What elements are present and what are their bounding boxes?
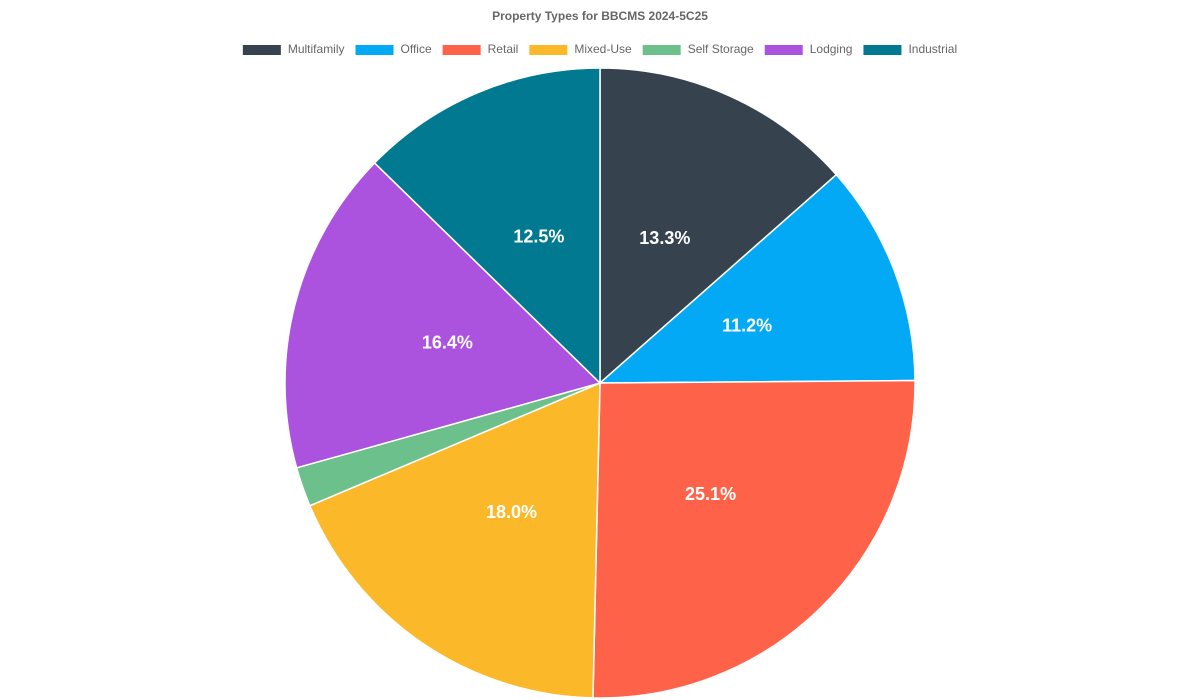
legend-item: Industrial xyxy=(863,42,957,56)
legend-item: Multifamily xyxy=(242,42,345,56)
legend-swatch xyxy=(863,45,902,55)
pie-slice xyxy=(284,161,602,469)
chart-title: Property Types for BBCMS 2024-5C25 xyxy=(492,9,708,23)
legend-item: Self Storage xyxy=(642,42,754,56)
legend-label: Industrial xyxy=(908,42,957,56)
legend-swatch xyxy=(242,45,281,55)
legend-label: Self Storage xyxy=(688,42,754,56)
legend-item: Mixed-Use xyxy=(529,42,632,56)
data-labels: 13.3% 11.2% 25.1% 18.0% 16.4% 12.5% xyxy=(422,227,772,522)
legend-swatch xyxy=(355,45,394,55)
legend-label: Office xyxy=(401,42,432,56)
legend-swatch xyxy=(764,45,803,55)
data-label: 18.0% xyxy=(486,502,537,522)
pie-slice xyxy=(373,67,601,385)
pie xyxy=(284,67,916,699)
legend-label: Multifamily xyxy=(288,42,345,56)
legend-label: Retail xyxy=(488,42,519,56)
legend-item: Lodging xyxy=(764,42,853,56)
legend-item: Retail xyxy=(442,42,519,56)
legend-swatch xyxy=(529,45,568,55)
legend: Multifamily Office Retail Mixed-Use Self Sto… xyxy=(242,42,957,56)
data-label: 13.3% xyxy=(639,228,690,248)
legend-swatch xyxy=(442,45,481,55)
data-label: 12.5% xyxy=(513,227,564,247)
legend-item: Office xyxy=(355,42,432,56)
legend-swatch xyxy=(642,45,681,55)
pie-slice xyxy=(597,173,916,384)
data-label: 25.1% xyxy=(685,484,736,504)
legend-label: Mixed-Use xyxy=(574,42,632,56)
data-label: 16.4% xyxy=(422,333,473,353)
data-label: 11.2% xyxy=(722,316,772,336)
pie-slice xyxy=(308,381,601,699)
legend-label: Lodging xyxy=(810,42,853,56)
pie-slice xyxy=(592,379,916,699)
pie-slice xyxy=(599,67,838,385)
